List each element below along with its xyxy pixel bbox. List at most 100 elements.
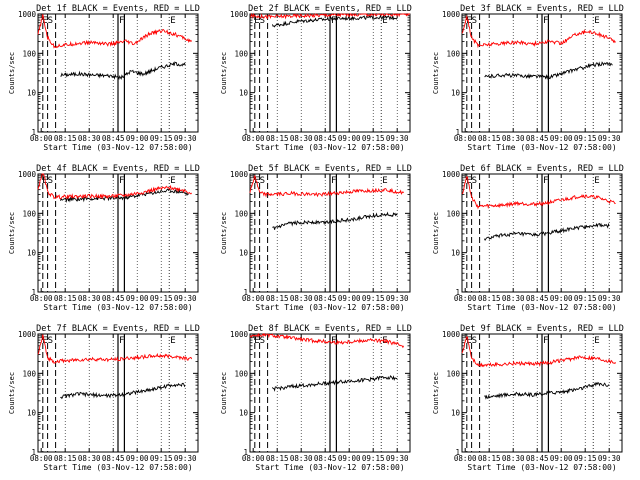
y-tick-label: 10 <box>239 249 249 258</box>
y-tick-label: 10 <box>239 89 249 98</box>
y-tick-label: 1000 <box>230 170 249 179</box>
y-tick-label: 10 <box>239 409 249 418</box>
x-tick-label: 09:00 <box>126 294 149 303</box>
series-line-lld <box>461 336 616 368</box>
x-tick-label: 08:45 <box>314 134 337 143</box>
y-tick-label: 1000 <box>442 10 461 19</box>
x-tick-label: 08:45 <box>102 454 125 463</box>
panel-title: Det 1f BLACK = Events, RED = LLD <box>36 4 200 14</box>
x-tick-label: 09:15 <box>362 294 385 303</box>
marker-es-label: ES <box>42 336 53 346</box>
x-axis-label: Start Time (03-Nov-12 07:58:00) <box>43 143 192 152</box>
x-axis-label: Start Time (03-Nov-12 07:58:00) <box>255 463 404 472</box>
marker-f-label: F <box>119 176 124 186</box>
series-line-lld <box>461 175 616 210</box>
marker-e-label: E <box>170 336 175 346</box>
x-tick-label: 08:30 <box>290 454 313 463</box>
y-tick-label: 100 <box>22 209 36 218</box>
marker-f-label: F <box>543 16 548 26</box>
x-tick-label: 09:15 <box>150 134 173 143</box>
x-tick-label: 08:30 <box>502 134 525 143</box>
y-tick-label: 100 <box>234 369 248 378</box>
x-tick-label: 08:30 <box>78 294 101 303</box>
x-tick-label: 09:15 <box>574 134 597 143</box>
marker-es-label: ES <box>254 336 265 346</box>
y-axis-label: Counts/sec <box>220 52 228 94</box>
x-tick-label: 08:30 <box>502 294 525 303</box>
x-tick-label: 08:00 <box>454 294 477 303</box>
y-tick-label: 1000 <box>18 170 37 179</box>
x-tick-label: 09:15 <box>150 294 173 303</box>
panel-det-8f: Det 8f BLACK = Events, RED = LLD 1 10 100 10… <box>220 324 412 472</box>
panel-title: Det 4f BLACK = Events, RED = LLD <box>36 164 200 174</box>
marker-e-label: E <box>382 336 387 346</box>
x-tick-label: 09:00 <box>550 134 573 143</box>
panel-det-7f: Det 7f BLACK = Events, RED = LLD 1 10 100 10… <box>8 324 200 472</box>
x-tick-label: 09:00 <box>338 294 361 303</box>
marker-e-label: E <box>170 16 175 26</box>
x-tick-label: 08:15 <box>478 134 501 143</box>
y-tick-label: 100 <box>22 49 36 58</box>
y-tick-label: 1 <box>243 288 248 297</box>
y-tick-label: 10 <box>27 89 37 98</box>
marker-es-label: ES <box>42 176 53 186</box>
x-tick-label: 08:30 <box>290 294 313 303</box>
panel-title: Det 3f BLACK = Events, RED = LLD <box>460 4 624 14</box>
y-axis-label: Counts/sec <box>432 372 440 414</box>
x-tick-label: 09:30 <box>598 454 621 463</box>
x-tick-label: 09:15 <box>362 134 385 143</box>
panel-det-3f: Det 3f BLACK = Events, RED = LLD 1 10 100 10… <box>432 4 624 152</box>
x-tick-label: 08:30 <box>78 454 101 463</box>
y-axis-label: Counts/sec <box>8 52 16 94</box>
panel-title: Det 2f BLACK = Events, RED = LLD <box>248 4 412 14</box>
series-line-lld <box>37 14 192 49</box>
y-tick-label: 1000 <box>442 330 461 339</box>
marker-es-label: ES <box>254 16 265 26</box>
marker-f-label: F <box>331 336 336 346</box>
x-axis-label: Start Time (03-Nov-12 07:58:00) <box>255 143 404 152</box>
x-tick-label: 08:45 <box>526 134 549 143</box>
marker-es-label: ES <box>466 336 477 346</box>
x-axis-label: Start Time (03-Nov-12 07:58:00) <box>43 303 192 312</box>
x-tick-label: 08:30 <box>78 134 101 143</box>
x-tick-label: 09:30 <box>174 294 197 303</box>
y-tick-label: 1 <box>31 448 36 457</box>
x-tick-label: 08:00 <box>242 454 265 463</box>
x-tick-label: 09:15 <box>574 454 597 463</box>
panel-det-1f: Det 1f BLACK = Events, RED = LLD 1 10 100 10… <box>8 4 200 152</box>
y-tick-label: 10 <box>27 249 37 258</box>
marker-f-label: F <box>119 16 124 26</box>
y-tick-label: 100 <box>446 49 460 58</box>
x-tick-label: 08:45 <box>314 294 337 303</box>
x-tick-label: 08:45 <box>314 454 337 463</box>
series-line-lld <box>37 173 192 200</box>
panel-title: Det 7f BLACK = Events, RED = LLD <box>36 324 200 334</box>
x-tick-label: 09:00 <box>126 134 149 143</box>
series-line-events <box>272 211 398 230</box>
series-line-lld <box>249 332 405 349</box>
y-tick-label: 1 <box>243 448 248 457</box>
x-tick-label: 08:00 <box>454 134 477 143</box>
x-tick-label: 09:30 <box>598 134 621 143</box>
x-tick-label: 09:30 <box>174 134 197 143</box>
y-tick-label: 1000 <box>18 10 37 19</box>
x-tick-label: 09:00 <box>338 134 361 143</box>
marker-e-label: E <box>594 176 599 186</box>
x-axis-label: Start Time (03-Nov-12 07:58:00) <box>467 143 616 152</box>
x-tick-label: 09:15 <box>574 294 597 303</box>
marker-e-label: E <box>382 176 387 186</box>
x-axis-label: Start Time (03-Nov-12 07:58:00) <box>255 303 404 312</box>
x-tick-label: 08:15 <box>54 134 77 143</box>
x-tick-label: 09:15 <box>362 454 385 463</box>
panel-title: Det 9f BLACK = Events, RED = LLD <box>460 324 624 334</box>
x-tick-label: 08:00 <box>30 294 53 303</box>
y-tick-label: 100 <box>234 209 248 218</box>
panel-title: Det 6f BLACK = Events, RED = LLD <box>460 164 624 174</box>
series-line-lld <box>250 12 411 20</box>
y-tick-label: 10 <box>451 89 461 98</box>
series-line-lld <box>249 175 404 198</box>
y-tick-label: 1000 <box>18 330 37 339</box>
panel-det-6f: Det 6f BLACK = Events, RED = LLD 1 10 100 10… <box>432 164 624 312</box>
y-tick-label: 100 <box>446 369 460 378</box>
